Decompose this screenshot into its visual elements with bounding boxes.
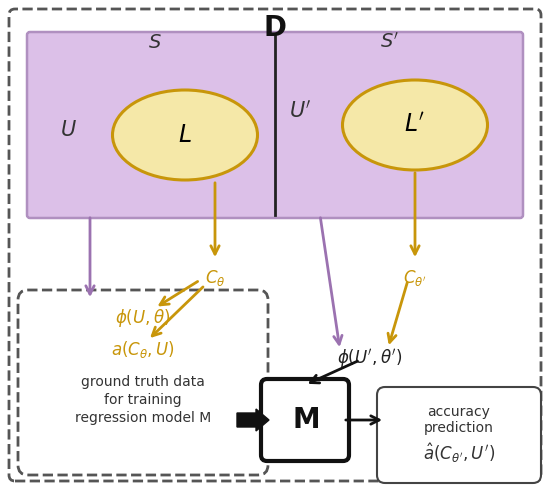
FancyBboxPatch shape (377, 387, 541, 483)
FancyBboxPatch shape (261, 379, 349, 461)
Ellipse shape (343, 80, 487, 170)
Text: $\mathbf{D}$: $\mathbf{D}$ (263, 14, 287, 42)
Text: $U$: $U$ (59, 120, 76, 140)
Text: $L$: $L$ (178, 123, 192, 147)
Text: prediction: prediction (424, 421, 494, 435)
Polygon shape (237, 409, 269, 431)
Text: for training: for training (104, 393, 182, 407)
FancyBboxPatch shape (27, 32, 523, 218)
Text: $U'$: $U'$ (289, 99, 311, 121)
Ellipse shape (113, 90, 257, 180)
Text: $S$: $S$ (148, 33, 162, 52)
Text: $\hat{a}(C_{\theta'},U')$: $\hat{a}(C_{\theta'},U')$ (423, 441, 495, 465)
Text: accuracy: accuracy (427, 405, 491, 419)
Text: $L'$: $L'$ (404, 113, 426, 137)
Text: $\mathbf{M}$: $\mathbf{M}$ (292, 406, 318, 434)
Text: $a(C_{\theta},U)$: $a(C_{\theta},U)$ (111, 339, 175, 361)
Text: $C_{\theta}$: $C_{\theta}$ (205, 268, 225, 288)
Text: $S'$: $S'$ (381, 32, 400, 52)
Text: $C_{\theta'}$: $C_{\theta'}$ (403, 268, 427, 288)
Text: regression model M: regression model M (75, 411, 211, 425)
Text: $\phi(U,\theta)$: $\phi(U,\theta)$ (116, 307, 170, 329)
Text: ground truth data: ground truth data (81, 375, 205, 389)
Text: $\phi(U',\theta')$: $\phi(U',\theta')$ (337, 347, 403, 370)
